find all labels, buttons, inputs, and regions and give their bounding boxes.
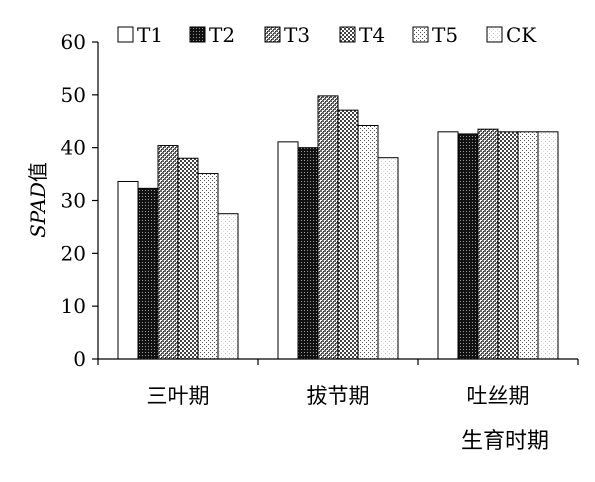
bar-t4 (497, 131, 519, 360)
legend-label-t3: T3 (284, 23, 310, 47)
bar-t5 (197, 173, 219, 360)
y-axis-label: SPAD值 (26, 162, 50, 238)
legend-label-ck: CK (506, 23, 537, 47)
bar-t3 (317, 95, 339, 360)
bar-t2 (457, 133, 479, 360)
x-tick-label: 拔节期 (307, 384, 370, 408)
bar-ck (537, 131, 559, 360)
bar-t3 (477, 128, 499, 360)
bar-ck (377, 157, 399, 360)
x-axis: 三叶期 拔节期 吐丝期 (97, 358, 579, 408)
bar-t1 (437, 131, 459, 360)
bar-t1 (117, 180, 139, 360)
legend-swatch-t1 (117, 26, 134, 43)
legend-label-t1: T1 (137, 23, 163, 47)
bar-t5 (517, 131, 539, 360)
legend-label-t2: T2 (209, 23, 235, 47)
y-tick-label: 10 (61, 294, 86, 318)
y-tick-label: 40 (61, 136, 86, 160)
bar-t4 (177, 157, 199, 360)
legend-swatch-t4 (339, 26, 356, 43)
bar-t3 (157, 145, 179, 360)
y-tick-label: 0 (73, 347, 86, 371)
bar-t2 (137, 187, 159, 360)
legend: T1 T2 T3 T4 T5 CK (117, 23, 537, 47)
y-tick-label: 50 (61, 83, 86, 107)
legend-label-t5: T5 (432, 23, 458, 47)
legend-swatch-t2 (189, 26, 206, 43)
legend-label-t4: T4 (359, 23, 385, 47)
y-tick-label: 30 (61, 189, 86, 213)
bar-t4 (337, 109, 359, 360)
x-tick-label: 三叶期 (147, 384, 210, 408)
bars (117, 95, 559, 360)
y-tick-label: 60 (61, 30, 86, 54)
legend-swatch-t5 (412, 26, 429, 43)
y-axis: 0 10 20 30 40 50 60 (61, 30, 99, 371)
bar-ck (217, 213, 239, 360)
legend-swatch-ck (486, 26, 503, 43)
bar-t5 (357, 124, 379, 360)
x-axis-label: 生育时期 (461, 429, 549, 454)
y-tick-label: 20 (61, 241, 86, 265)
x-tick-label: 吐丝期 (467, 384, 530, 408)
bar-t1 (277, 141, 299, 360)
bar-t2 (297, 147, 319, 360)
legend-swatch-t3 (264, 26, 281, 43)
